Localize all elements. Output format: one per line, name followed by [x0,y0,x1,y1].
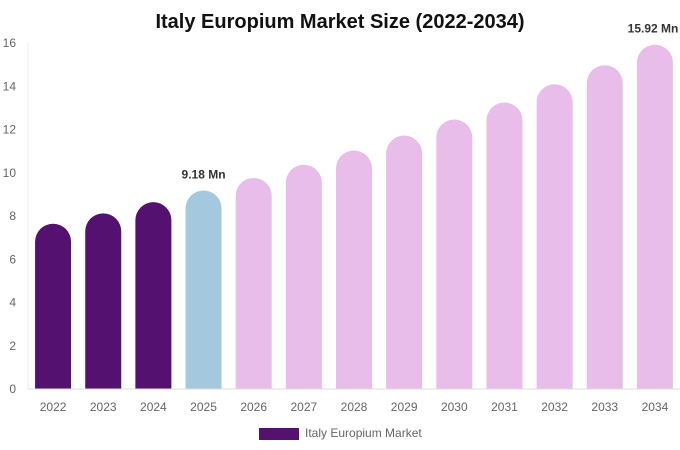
y-tick-label: 4 [9,296,16,310]
x-tick-label: 2030 [441,400,468,414]
x-tick-label: 2022 [40,400,67,414]
data-label-2025: 9.18 Mn [182,167,226,181]
bar-2023[interactable] [85,213,122,389]
bar-2028[interactable] [336,150,372,389]
y-tick-label: 14 [3,79,17,93]
x-tick-label: 2028 [341,400,368,414]
bar-2034[interactable] [636,44,673,389]
x-tick-label: 2026 [240,400,267,414]
bar-2027[interactable] [285,164,322,389]
legend-label: Italy Europium Market [305,426,422,440]
bar-2022[interactable] [35,223,72,389]
x-tick-label: 2032 [541,400,568,414]
bar-2025[interactable] [185,190,222,389]
y-tick-label: 8 [9,209,16,223]
x-axis: 2022 2023 2024 2025 2026 2027 2028 2029 2030 2031… [28,388,680,414]
x-tick-label: 2024 [140,400,167,414]
bar-2031[interactable] [486,102,523,389]
bar-2030[interactable] [436,119,473,389]
chart-title: Italy Europium Market Size (2022-2034) [155,11,524,33]
bar-2026[interactable] [235,177,272,389]
legend-swatch [259,428,299,440]
y-axis: 0 2 4 6 8 10 12 14 16 [3,36,29,396]
x-tick-label: 2027 [290,400,317,414]
bar-2032[interactable] [536,84,573,390]
data-label-2034: 15.92 Mn [628,22,679,36]
y-tick-label: 10 [3,166,17,180]
bar-2024[interactable] [135,202,172,389]
legend[interactable]: Italy Europium Market [259,426,422,440]
x-tick-label: 2034 [642,400,669,414]
bar-2029[interactable] [386,135,423,389]
y-tick-label: 0 [9,382,16,396]
x-tick-label: 2023 [90,400,117,414]
x-tick-label: 2033 [591,400,618,414]
x-tick-label: 2029 [391,400,418,414]
x-tick-label: 2025 [190,400,217,414]
y-tick-label: 16 [3,36,17,50]
data-labels: 9.18 Mn 15.92 Mn [182,22,679,182]
y-tick-label: 2 [9,339,16,353]
bars [35,44,673,390]
y-tick-label: 6 [9,252,16,266]
bar-2033[interactable] [586,65,623,390]
y-tick-label: 12 [3,123,17,137]
x-tick-label: 2031 [491,400,518,414]
